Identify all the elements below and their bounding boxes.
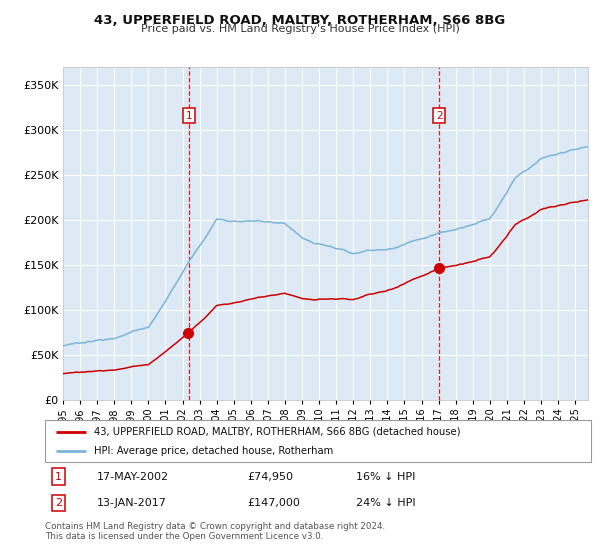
Text: Contains HM Land Registry data © Crown copyright and database right 2024.
This d: Contains HM Land Registry data © Crown c… xyxy=(45,522,385,542)
Text: 13-JAN-2017: 13-JAN-2017 xyxy=(97,498,167,508)
Text: 1: 1 xyxy=(55,472,62,482)
Text: £74,950: £74,950 xyxy=(247,472,293,482)
Text: 1: 1 xyxy=(185,110,192,120)
Text: 43, UPPERFIELD ROAD, MALTBY, ROTHERHAM, S66 8BG (detached house): 43, UPPERFIELD ROAD, MALTBY, ROTHERHAM, … xyxy=(94,427,461,437)
Text: 43, UPPERFIELD ROAD, MALTBY, ROTHERHAM, S66 8BG: 43, UPPERFIELD ROAD, MALTBY, ROTHERHAM, … xyxy=(94,14,506,27)
Text: 17-MAY-2002: 17-MAY-2002 xyxy=(97,472,169,482)
Text: 24% ↓ HPI: 24% ↓ HPI xyxy=(356,498,416,508)
Text: HPI: Average price, detached house, Rotherham: HPI: Average price, detached house, Roth… xyxy=(94,446,334,456)
Text: Price paid vs. HM Land Registry's House Price Index (HPI): Price paid vs. HM Land Registry's House … xyxy=(140,24,460,34)
Text: 2: 2 xyxy=(55,498,62,508)
Text: 16% ↓ HPI: 16% ↓ HPI xyxy=(356,472,416,482)
Text: £147,000: £147,000 xyxy=(247,498,300,508)
Text: 2: 2 xyxy=(436,110,442,120)
